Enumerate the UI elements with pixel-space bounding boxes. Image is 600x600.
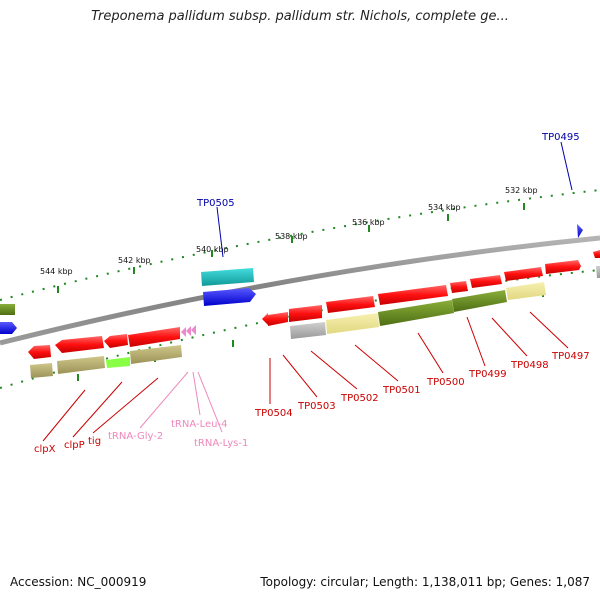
tick-label-542: 542 kbp bbox=[118, 256, 151, 265]
feature-cyan-tp0505[interactable] bbox=[201, 268, 254, 286]
feature-blue-tp0495[interactable] bbox=[577, 224, 583, 238]
cds-arrows-left[interactable] bbox=[28, 327, 180, 359]
cds-tp0497 bbox=[504, 267, 543, 281]
label-clpp[interactable]: clpP bbox=[64, 440, 85, 451]
label-tp0503[interactable]: TP0503 bbox=[297, 401, 336, 412]
map-title: Treponema pallidum subsp. pallidum str. … bbox=[91, 9, 509, 24]
tick-label-534: 534 kbp bbox=[428, 203, 461, 212]
cds-tp0501 bbox=[326, 296, 375, 313]
accession-text: Accession: NC_000919 bbox=[10, 575, 147, 589]
inner-band-features[interactable] bbox=[30, 266, 600, 378]
label-trna-leu-4[interactable]: tRNA-Leu-4 bbox=[171, 419, 227, 430]
trna-gly-2-arrow bbox=[181, 327, 186, 337]
band-olive-tp0499 bbox=[452, 290, 507, 312]
label-clpx[interactable]: clpX bbox=[34, 444, 56, 455]
cds-tig-b bbox=[128, 327, 180, 347]
band-pale-tp0502 bbox=[326, 313, 379, 334]
label-tp0500[interactable]: TP0500 bbox=[426, 377, 465, 388]
trna-leu-4-arrow bbox=[186, 326, 191, 336]
label-tp0499[interactable]: TP0499 bbox=[468, 369, 507, 380]
label-tp0501[interactable]: TP0501 bbox=[382, 385, 421, 396]
label-tp0505[interactable]: TP0505 bbox=[196, 198, 235, 209]
tick-label-538: 538 kbp bbox=[275, 232, 308, 241]
leader-lines-pink bbox=[139, 371, 223, 433]
band-gray-tp0503 bbox=[290, 322, 326, 339]
cds-arrows-right[interactable] bbox=[262, 250, 600, 326]
leader-lines-red bbox=[42, 311, 569, 442]
feature-blue-left-edge[interactable] bbox=[0, 322, 17, 334]
trna-lys-1-arrow bbox=[191, 325, 196, 335]
band-khaki-clpx bbox=[30, 363, 53, 378]
label-tp0502[interactable]: TP0502 bbox=[340, 393, 379, 404]
label-tig[interactable]: tig bbox=[88, 436, 101, 447]
outer-tick-ring bbox=[0, 189, 600, 301]
band-lime-tig bbox=[106, 357, 130, 368]
cds-tp0504 bbox=[262, 313, 268, 325]
label-tp0495[interactable]: TP0495 bbox=[541, 132, 580, 143]
band-khaki-tig bbox=[130, 345, 182, 364]
band-gray-edge bbox=[596, 266, 600, 278]
cds-tp0503 bbox=[268, 312, 288, 326]
band-pale-tp0497 bbox=[506, 282, 546, 300]
cds-clpp bbox=[55, 336, 104, 353]
trna-arrows[interactable] bbox=[181, 325, 196, 337]
tick-label-532: 532 kbp bbox=[505, 186, 538, 195]
tick-label-540: 540 kbp bbox=[196, 245, 229, 254]
cds-clpx bbox=[28, 345, 51, 359]
label-tp0497[interactable]: TP0497 bbox=[551, 351, 590, 362]
label-trna-lys-1[interactable]: tRNA-Lys-1 bbox=[194, 438, 248, 449]
outer-major-ticks bbox=[57, 203, 525, 293]
cds-tp0498 bbox=[470, 275, 502, 288]
cds-tp0500 bbox=[378, 285, 448, 305]
feature-olive-left-edge[interactable] bbox=[0, 304, 15, 315]
cds-tp0502 bbox=[289, 305, 322, 322]
label-tp0498[interactable]: TP0498 bbox=[510, 360, 549, 371]
band-khaki-clpp bbox=[57, 356, 105, 374]
tick-label-536: 536 kbp bbox=[352, 218, 385, 227]
tick-label-544: 544 kbp bbox=[40, 267, 73, 276]
cds-edge-right bbox=[593, 250, 600, 258]
cds-tp0496 bbox=[545, 260, 581, 274]
label-tp0504[interactable]: TP0504 bbox=[254, 408, 293, 419]
leader-lines-blue bbox=[216, 141, 573, 258]
band-olive-tp0501 bbox=[378, 300, 454, 326]
feature-blue-tp0505[interactable] bbox=[203, 288, 256, 306]
cds-tp0499 bbox=[450, 281, 468, 293]
label-trna-gly-2[interactable]: tRNA-Gly-2 bbox=[108, 431, 163, 442]
cds-tig bbox=[104, 334, 128, 348]
genome-backbone bbox=[0, 235, 600, 346]
topology-summary: Topology: circular; Length: 1,138,011 bp… bbox=[260, 575, 590, 589]
